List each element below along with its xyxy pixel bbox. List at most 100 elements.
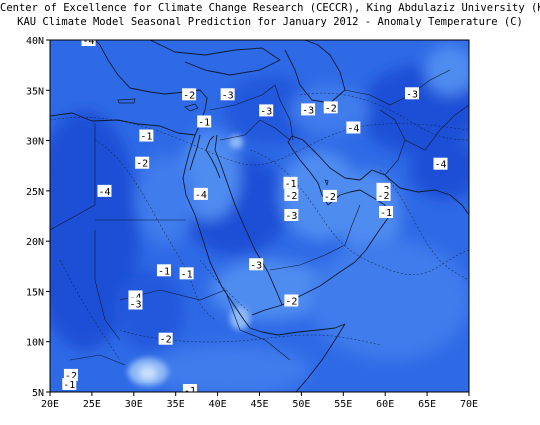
shade-pale-bab-el-mandeb (230, 306, 250, 330)
contour-label: -2 (322, 189, 337, 203)
contour-label: -1 (179, 267, 194, 280)
y-tick-label: 10N (26, 338, 44, 349)
contour-label-value: -2 (65, 371, 77, 382)
coast-north-africa (50, 112, 196, 136)
contour-label: -3 (259, 104, 274, 117)
coast-redsea-east (214, 134, 283, 316)
shade-light-sudan (135, 155, 195, 245)
contour-line-4 (299, 92, 469, 141)
contour-label-box (158, 332, 173, 345)
contour-label-box (433, 157, 448, 170)
contour-label: -2 (135, 156, 150, 170)
contour-label: -1 (197, 115, 212, 128)
contour-label: -1 (379, 205, 394, 219)
contour-label-value: -2 (160, 335, 172, 346)
contour-label: -1 (62, 377, 77, 391)
border-iran-iraq (274, 84, 294, 141)
contour-labels: -4-2-3-3-3-2-3-1-1-4-2-4-4-4-1-2-2-3-2-3… (62, 40, 448, 397)
contour-label-box (259, 104, 274, 117)
contour-label-value: -1 (158, 266, 170, 277)
shade-light-northeast-corner (425, 45, 469, 95)
contour-label: -4 (433, 157, 448, 171)
contour-label-box (182, 88, 197, 101)
coast-levant-anatolia (94, 40, 208, 136)
y-tick-label: 15N (26, 287, 44, 298)
contour-line-8 (59, 259, 121, 361)
contour-label: -1 (182, 383, 197, 397)
contour-label-value: -1 (380, 208, 392, 219)
contour-label-value: -2 (285, 296, 297, 307)
contour-label-box (405, 87, 420, 100)
contour-label-value: -3 (222, 90, 234, 101)
x-tick-label: 65E (418, 399, 436, 410)
x-tick-label: 35E (167, 399, 185, 410)
contour-label-box (128, 297, 143, 310)
contour-label: -4 (346, 121, 361, 134)
contour-label-value: -2 (324, 192, 336, 203)
contour-label-value: -4 (195, 190, 207, 201)
anomaly-shading (50, 45, 469, 392)
contour-label-value: -2 (325, 103, 337, 114)
contour-label-value: -4 (434, 160, 446, 171)
y-tick-label: 40N (26, 36, 44, 47)
contour-label: -4 (81, 40, 96, 47)
coast-iran-pakistan (371, 169, 469, 216)
border-saudi-yemen (269, 244, 346, 271)
contour-label: -1 (139, 129, 154, 143)
coast-gulf-of-aqaba (205, 135, 221, 179)
y-tick-label: 30N (26, 137, 44, 148)
y-tick-label: 25N (26, 187, 44, 198)
contour-label-box (376, 188, 391, 201)
contour-label: -2 (158, 332, 173, 346)
contour-label-value: -1 (140, 132, 152, 143)
x-axis-ticks: 20E 25E 30E 35E 40E 45E 50E 55E 60E 65E 70E (41, 392, 478, 410)
contour-label: -3 (220, 88, 235, 101)
contour-label-box (284, 294, 299, 307)
shade-pale-jordan (229, 135, 243, 149)
map-subtitle: KAU Climate Model Seasonal Prediction fo… (17, 16, 523, 28)
contour-label-value: -3 (302, 105, 314, 116)
border-saudi-oman (344, 204, 361, 246)
contour-label-value: -1 (198, 117, 210, 128)
contour-label-box (135, 156, 150, 169)
contour-label-box (179, 267, 194, 280)
contour-label-value: -3 (406, 89, 418, 100)
map-plot-area: -4-2-3-3-3-2-3-1-1-4-2-4-4-4-1-2-2-3-2-3… (50, 40, 469, 397)
contour-label-box (197, 115, 212, 128)
y-tick-label: 5N (32, 388, 44, 399)
x-tick-label: 50E (292, 399, 310, 410)
shade-deep-east (410, 140, 469, 200)
island-bahrain (324, 179, 329, 187)
contour-label-box (139, 129, 154, 142)
border-chad-sudan (94, 230, 121, 341)
contour-label: -2 (376, 188, 391, 202)
contour-line-5 (119, 329, 381, 346)
contour-label: -1 (283, 176, 298, 190)
contour-label-value: -1 (184, 386, 196, 397)
shade-light-yemen (210, 260, 330, 320)
contour-label-value: -2 (378, 191, 390, 202)
contour-label-box (301, 103, 316, 116)
shade-palest-south (139, 366, 157, 380)
contour-label: -3 (128, 297, 143, 310)
island-cyprus (184, 103, 199, 112)
contour-label: -2 (182, 88, 197, 101)
borders (50, 69, 469, 366)
y-axis-ticks: 5N 10N 15N 20N 25N 30N 35N 40N (26, 36, 50, 399)
x-tick-label: 30E (125, 399, 143, 410)
x-tick-label: 40E (209, 399, 227, 410)
border-syria-iraq (209, 84, 276, 111)
coast-gulf-of-suez (189, 134, 201, 171)
coast-caspian (284, 40, 346, 104)
contour-label-value: -3 (129, 299, 141, 310)
contour-label-box (284, 188, 299, 201)
border-afghanistan-pakistan (404, 104, 469, 151)
contour-label-value: -2 (285, 191, 297, 202)
contour-label-box (220, 88, 235, 101)
contour-line-3 (249, 149, 469, 275)
coast-arabia-south-east (281, 189, 389, 306)
contour-line-2 (94, 139, 216, 321)
contour-label-box (97, 184, 112, 197)
contour-label: -2 (323, 101, 338, 114)
